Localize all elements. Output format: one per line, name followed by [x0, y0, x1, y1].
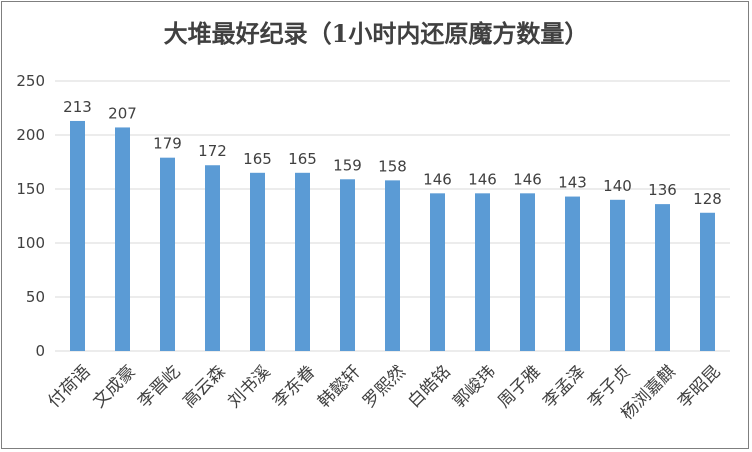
data-label: 128 [693, 190, 722, 208]
data-label: 165 [288, 150, 317, 168]
x-tick-label: 李晋屹 [134, 362, 184, 412]
bar [565, 196, 580, 351]
data-label: 158 [378, 157, 407, 175]
x-tick-label: 白皓铭 [404, 362, 454, 412]
x-tick-label: 付荷语 [44, 362, 94, 412]
data-label: 179 [153, 135, 182, 153]
bar [430, 193, 445, 351]
x-tick-label: 郭峻玮 [449, 362, 499, 412]
bar [205, 165, 220, 351]
data-label: 143 [558, 174, 587, 192]
bar [340, 179, 355, 351]
bar [385, 180, 400, 351]
data-label: 165 [243, 150, 272, 168]
y-tick-label: 0 [35, 342, 45, 360]
y-tick-label: 150 [16, 180, 45, 198]
x-tick-label: 周子雅 [494, 362, 544, 412]
x-tick-label: 高云森 [179, 362, 229, 412]
data-label: 136 [648, 181, 677, 199]
data-label: 146 [468, 170, 497, 188]
data-label: 207 [108, 104, 137, 122]
x-tick-label: 刘书溪 [224, 362, 274, 412]
bar [700, 212, 715, 351]
bar [655, 204, 670, 351]
chart-title: 大堆最好纪录（1小时内还原魔方数量） [163, 19, 589, 48]
y-tick-label: 200 [16, 126, 45, 144]
x-tick-label: 韩懿轩 [314, 362, 364, 412]
x-tick-label: 罗熙然 [359, 362, 409, 412]
data-label: 146 [513, 170, 542, 188]
x-tick-label: 李东眷 [269, 362, 319, 412]
data-label: 140 [603, 177, 632, 195]
bar [160, 157, 175, 351]
data-label: 172 [198, 142, 227, 160]
y-tick-label: 50 [26, 288, 45, 306]
y-tick-label: 250 [16, 72, 45, 90]
bar [250, 172, 265, 351]
bar [70, 120, 85, 352]
x-tick-label: 李孟泽 [539, 362, 589, 412]
data-label: 146 [423, 170, 452, 188]
bar [295, 172, 310, 351]
x-tick-label: 文成豪 [89, 361, 140, 412]
x-tick-label: 李昭昆 [674, 362, 724, 412]
bar [520, 193, 535, 351]
bar [475, 193, 490, 351]
data-label: 159 [333, 156, 362, 174]
bar [115, 127, 130, 351]
y-tick-label: 100 [16, 234, 45, 252]
data-label: 213 [63, 98, 92, 116]
bar [610, 199, 625, 351]
